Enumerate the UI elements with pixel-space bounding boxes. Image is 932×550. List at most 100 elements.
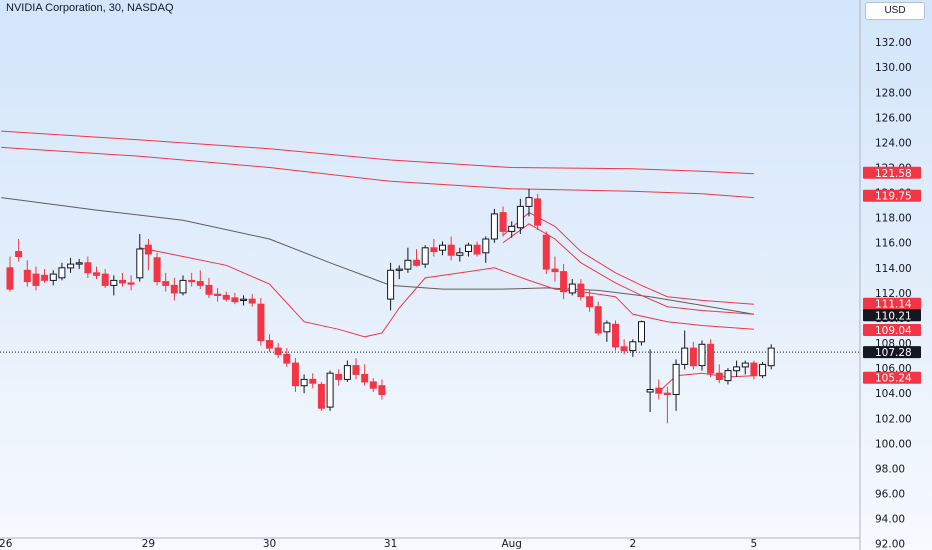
candle[interactable] bbox=[101, 269, 109, 288]
candle[interactable] bbox=[672, 359, 680, 411]
candle[interactable] bbox=[689, 341, 697, 370]
candle[interactable] bbox=[594, 301, 602, 336]
candle[interactable] bbox=[58, 262, 66, 281]
candle[interactable] bbox=[222, 291, 230, 302]
candle[interactable] bbox=[41, 269, 49, 283]
candle[interactable] bbox=[188, 272, 196, 287]
candle[interactable] bbox=[300, 374, 308, 394]
candle[interactable] bbox=[127, 275, 135, 291]
candle[interactable] bbox=[551, 256, 559, 282]
candle-body bbox=[257, 303, 265, 342]
candle[interactable] bbox=[499, 206, 507, 237]
candle[interactable] bbox=[162, 272, 170, 292]
candle[interactable] bbox=[646, 349, 654, 413]
candle[interactable] bbox=[750, 360, 758, 380]
candle[interactable] bbox=[49, 270, 57, 286]
candle[interactable] bbox=[170, 277, 178, 301]
candle[interactable] bbox=[655, 379, 663, 400]
candle[interactable] bbox=[335, 369, 343, 386]
currency-button[interactable]: USD bbox=[865, 2, 925, 20]
candle[interactable] bbox=[84, 256, 92, 278]
candle[interactable] bbox=[767, 344, 775, 370]
candle[interactable] bbox=[490, 208, 498, 243]
candle[interactable] bbox=[231, 292, 239, 305]
candle[interactable] bbox=[516, 198, 524, 234]
candle[interactable] bbox=[93, 266, 100, 280]
candle[interactable] bbox=[620, 339, 628, 355]
candle[interactable] bbox=[577, 279, 585, 301]
candle[interactable] bbox=[534, 193, 542, 231]
candle[interactable] bbox=[707, 339, 715, 377]
candle[interactable] bbox=[663, 386, 671, 424]
candle[interactable] bbox=[240, 295, 248, 306]
candle[interactable] bbox=[205, 277, 213, 298]
candle[interactable] bbox=[629, 339, 637, 357]
candle[interactable] bbox=[447, 236, 455, 261]
price-tag: 109.04 bbox=[863, 324, 921, 337]
candle[interactable] bbox=[733, 360, 741, 377]
candle[interactable] bbox=[274, 343, 282, 359]
candle[interactable] bbox=[430, 238, 438, 257]
candle[interactable] bbox=[309, 373, 317, 389]
candle[interactable] bbox=[23, 260, 31, 287]
candle[interactable] bbox=[153, 252, 161, 286]
candle[interactable] bbox=[361, 364, 369, 386]
candle[interactable] bbox=[369, 378, 377, 392]
candle[interactable] bbox=[724, 368, 732, 385]
price-tag-bg bbox=[863, 166, 921, 179]
candle[interactable] bbox=[378, 379, 386, 400]
candle[interactable] bbox=[525, 188, 533, 217]
candle[interactable] bbox=[326, 370, 334, 411]
candle[interactable] bbox=[119, 272, 126, 287]
candle[interactable] bbox=[560, 264, 568, 300]
candle[interactable] bbox=[75, 259, 83, 270]
candle[interactable] bbox=[681, 330, 689, 370]
candle[interactable] bbox=[404, 247, 412, 273]
candle[interactable] bbox=[698, 340, 706, 371]
candle[interactable] bbox=[395, 265, 403, 280]
candle[interactable] bbox=[473, 241, 481, 257]
candle-body bbox=[629, 341, 637, 352]
candle[interactable] bbox=[542, 231, 550, 275]
candle[interactable] bbox=[439, 241, 446, 256]
y-tick-label: 126.00 bbox=[875, 112, 912, 124]
candle[interactable] bbox=[343, 360, 351, 382]
candle[interactable] bbox=[612, 320, 619, 351]
candle[interactable] bbox=[387, 262, 395, 311]
candle[interactable] bbox=[759, 361, 767, 379]
candle[interactable] bbox=[214, 287, 222, 302]
candle[interactable] bbox=[110, 275, 118, 296]
candle[interactable] bbox=[266, 334, 273, 352]
candle[interactable] bbox=[413, 249, 421, 267]
candle[interactable] bbox=[248, 294, 256, 307]
candle[interactable] bbox=[421, 245, 429, 268]
candle[interactable] bbox=[715, 364, 723, 384]
candle[interactable] bbox=[136, 233, 144, 282]
price-tag-label: 110.21 bbox=[875, 310, 912, 322]
candle[interactable] bbox=[67, 257, 75, 273]
candle[interactable] bbox=[6, 256, 14, 292]
candle[interactable] bbox=[179, 275, 187, 296]
candle[interactable] bbox=[465, 242, 472, 257]
candle[interactable] bbox=[568, 279, 576, 296]
candle[interactable] bbox=[15, 238, 23, 262]
candle[interactable] bbox=[586, 290, 594, 312]
candle-body bbox=[473, 244, 481, 255]
candle[interactable] bbox=[508, 221, 516, 238]
candle[interactable] bbox=[196, 270, 204, 290]
candle[interactable] bbox=[741, 360, 749, 375]
candle[interactable] bbox=[638, 320, 645, 346]
candle[interactable] bbox=[257, 297, 265, 346]
candle[interactable] bbox=[317, 381, 325, 411]
candle[interactable] bbox=[482, 236, 490, 263]
candle[interactable] bbox=[144, 238, 152, 271]
candle[interactable] bbox=[352, 358, 360, 380]
candle[interactable] bbox=[32, 266, 40, 291]
candle[interactable] bbox=[603, 320, 611, 342]
candle[interactable] bbox=[283, 348, 291, 367]
price-tag: 105.24 bbox=[863, 371, 921, 385]
candle[interactable] bbox=[291, 358, 299, 392]
candle[interactable] bbox=[456, 247, 464, 262]
